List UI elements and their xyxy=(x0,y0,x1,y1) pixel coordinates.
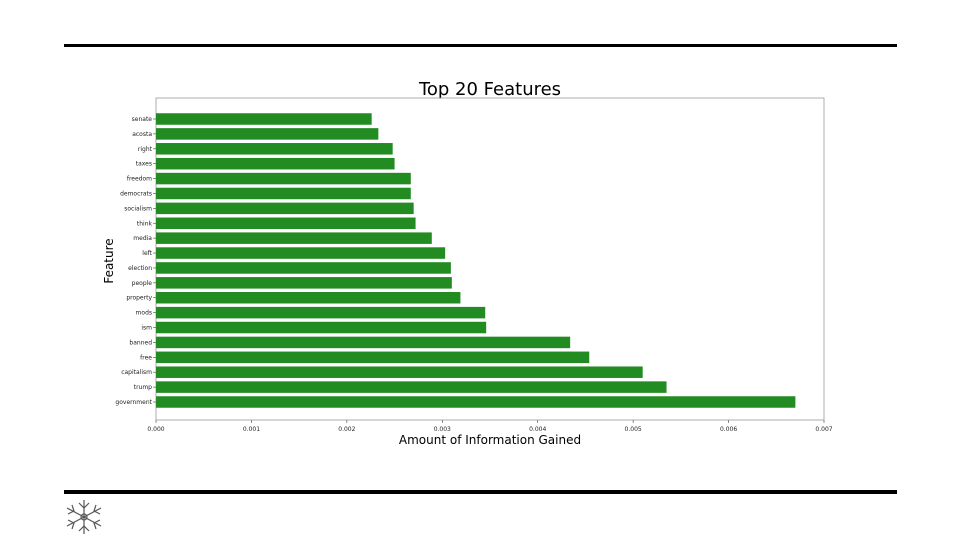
chart-title: Top 20 Features xyxy=(418,79,561,100)
y-tick-label: trump xyxy=(134,384,152,391)
bar-government xyxy=(156,396,796,408)
bottom-divider xyxy=(64,490,897,494)
bar-free xyxy=(156,351,590,364)
y-tick-label: capitalism xyxy=(121,369,152,376)
y-tick-label: democrats xyxy=(120,190,152,197)
y-tick-label: freedom xyxy=(127,176,152,183)
x-tick-label: 0.003 xyxy=(434,426,451,433)
x-tick-label: 0.004 xyxy=(529,426,546,433)
y-tick-label: right xyxy=(138,146,153,153)
y-tick-label: socialism xyxy=(124,205,152,212)
bar-socialism xyxy=(156,202,414,215)
bar-right xyxy=(156,143,393,155)
y-tick-label: election xyxy=(128,265,152,272)
y-tick-label: senate xyxy=(132,116,153,123)
plot-area: senate acosta right taxes freedom democrats so… xyxy=(115,97,833,433)
y-tick-label: taxes xyxy=(136,161,152,168)
y-tick-label: think xyxy=(137,220,153,227)
y-axis-label: Feature xyxy=(102,238,116,283)
y-tick-label: banned xyxy=(129,339,152,346)
plot-frame xyxy=(155,97,825,421)
snowflake-logo-icon xyxy=(66,500,102,534)
bar-freedom xyxy=(156,172,411,185)
y-tick-label: mods xyxy=(136,310,152,317)
x-tick-label: 0.007 xyxy=(815,426,832,433)
bar-trump xyxy=(156,381,667,393)
bar-acosta xyxy=(156,128,379,140)
top-divider xyxy=(64,44,897,47)
bar-people xyxy=(156,277,452,289)
y-tick-label: people xyxy=(132,280,153,287)
bar-taxes xyxy=(156,157,395,170)
y-tick-label: ism xyxy=(141,325,152,332)
y-tick-label: free xyxy=(140,354,152,361)
y-tick-label: property xyxy=(126,295,152,302)
y-tick-label: media xyxy=(133,235,152,242)
bar-ism xyxy=(156,321,487,334)
bar-property xyxy=(156,291,461,304)
y-tick-label: left xyxy=(142,250,152,257)
bar-mods xyxy=(156,306,486,319)
y-tick-label: government xyxy=(115,399,152,406)
bar-election xyxy=(156,262,451,274)
y-tick-label: acosta xyxy=(132,131,152,138)
bar-democrats xyxy=(156,187,411,200)
x-axis-label: Amount of Information Gained xyxy=(399,433,581,447)
x-tick-label: 0.005 xyxy=(625,426,642,433)
bar-capitalism xyxy=(156,366,643,378)
bar-left xyxy=(156,247,446,259)
bar-banned xyxy=(156,336,571,349)
bar-chart: Top 20 Features senate acosta right taxes fr… xyxy=(102,79,833,447)
x-tick-label: 0.006 xyxy=(720,426,737,433)
bar-media xyxy=(156,232,432,244)
x-tick-label: 0.000 xyxy=(147,426,164,433)
x-tick-label: 0.001 xyxy=(243,426,260,433)
x-tick-label: 0.002 xyxy=(338,426,355,433)
bar-think xyxy=(156,217,416,230)
bar-senate xyxy=(156,113,372,125)
